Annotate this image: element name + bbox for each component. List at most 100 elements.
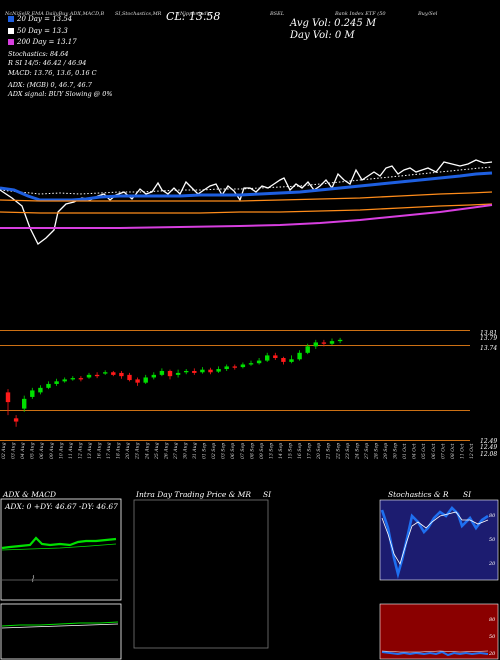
candle-body <box>192 370 197 373</box>
ema20-line <box>0 171 493 202</box>
date-tick-label: 15 Sep <box>288 443 294 459</box>
date-tick-label: 29 Sep <box>383 443 389 460</box>
date-tick-label: 07 Sep <box>240 443 246 459</box>
date-tick-label: 17 Sep <box>307 443 313 459</box>
adx-signal: ADX signal: BUY Slowing @ 0% <box>8 90 113 98</box>
candle-body <box>78 378 84 380</box>
intraday-panel-si: SI <box>263 490 272 499</box>
candle-body <box>159 370 165 375</box>
candle-body <box>305 346 310 353</box>
candle-body <box>184 370 189 373</box>
date-tick-label: 21 Sep <box>326 443 332 460</box>
rsi-tick-80: 80 <box>489 617 496 623</box>
candle-body <box>329 341 335 344</box>
date-tick-label: 11 Aug <box>68 442 74 459</box>
candle-body <box>94 374 100 377</box>
date-tick-label: 24 Sep <box>354 443 360 460</box>
date-tick-label: 18 Aug <box>116 442 122 459</box>
date-tick-label: 14 Sep <box>278 443 284 459</box>
adx-panel-readout: ADX: 0 +DY: 46.67 -DY: 46.67 <box>4 502 118 511</box>
date-tick-label: 23 Sep <box>345 443 351 460</box>
stoch-panel-title: Stochastics & R <box>388 490 449 499</box>
date-tick-label: 17 Aug <box>106 442 112 459</box>
legend-ema20: 20 Day = 13.54 <box>8 15 72 23</box>
stoch-tick-50: 50 <box>489 537 496 543</box>
date-tick-label: 01 Sep <box>202 443 208 459</box>
stochastics-d-line <box>381 511 489 565</box>
macd-signal-line <box>1 623 119 629</box>
header-item: SI,Stochastics,MR <box>115 11 162 17</box>
lower-panels: ADX: 0 +DY: 46.67 -DY: 46.67 ⌇ 80 50 20 … <box>0 498 499 660</box>
date-tick-label: 27 Sep <box>364 443 370 460</box>
adx-zigzag: ⌇ <box>30 574 35 585</box>
day-volume: Day Vol: 0 M <box>290 30 355 41</box>
date-tick-label: 01 Oct <box>402 443 408 459</box>
stoch-tick-20: 20 <box>488 561 496 567</box>
orange-ma-line-2 <box>0 203 493 214</box>
candle-body <box>175 372 181 375</box>
date-tick-label: 22 Sep <box>335 443 341 460</box>
date-tick-label: 16 Sep <box>297 443 303 459</box>
candle-body <box>38 387 43 393</box>
date-tick-label: 06 Oct <box>431 443 437 459</box>
legend-swatch <box>8 39 14 45</box>
close-price: CL: 13.58 <box>166 10 221 23</box>
candle-body <box>22 398 27 409</box>
date-tick-label: 08 Sep <box>249 443 255 459</box>
candle-body <box>289 359 294 362</box>
stochastics-value: Stochastics: 84.64 <box>8 50 69 58</box>
date-tick-label: 13 Sep <box>268 443 274 459</box>
candle-body <box>273 355 278 358</box>
price-label-current: 13.74 <box>480 345 498 352</box>
price-label-low1: 12.49 <box>480 438 498 445</box>
candle-chart-frame-top <box>0 330 470 331</box>
candle-body <box>248 363 254 365</box>
price-label-top: 13.81 <box>480 330 498 337</box>
legend-label: 20 Day = 13.54 <box>17 15 73 23</box>
rsi-tick-50: 50 <box>489 634 496 640</box>
macd-line <box>1 621 119 627</box>
header-item: BSEL <box>270 11 285 17</box>
ma50-line <box>0 159 493 245</box>
date-tick-label: 16 Aug <box>97 442 103 459</box>
candle-body <box>281 358 286 362</box>
date-tick-label: 30 Aug <box>182 442 188 459</box>
candle-body <box>265 355 270 361</box>
candle-body <box>240 364 246 368</box>
candle-body <box>46 383 51 388</box>
date-tick-label: 09 Sep <box>259 443 265 459</box>
candle-body <box>54 381 59 384</box>
intraday-panel <box>133 499 269 649</box>
candle-body <box>216 369 221 372</box>
candle-body <box>86 374 92 378</box>
date-tick-label: 27 Aug <box>173 442 179 460</box>
date-tick-label: 02 Aug <box>1 442 7 459</box>
candle-body <box>13 418 19 422</box>
candle-chart-line-low <box>0 440 470 441</box>
date-tick-label: 08 Oct <box>450 443 456 459</box>
adx-plus-di-line <box>1 536 117 550</box>
rsi-tick-20: 20 <box>488 651 496 657</box>
ma-overview-chart <box>0 159 493 245</box>
header-item: (Nipponindia <box>178 11 212 17</box>
date-tick-label: 24 Aug <box>144 442 150 460</box>
date-tick-label: 20 Aug <box>125 442 131 460</box>
date-tick-label: 03 Sep <box>221 443 227 459</box>
date-tick-label: 30 Sep <box>393 443 399 459</box>
candle-body <box>321 342 327 344</box>
candle-body <box>167 370 173 377</box>
legend-label: 200 Day = 13.17 <box>17 38 77 46</box>
legend-label: 50 Day = 13.3 <box>17 27 68 35</box>
candle-body <box>208 369 213 373</box>
orange-ma-line <box>0 191 493 202</box>
candle-body <box>297 352 302 360</box>
rsi-value: R SI 14/5: 46.42 / 46.94 <box>8 59 87 67</box>
date-tick-label: 28 Sep <box>373 443 379 460</box>
candle-body <box>200 369 205 373</box>
price-label-low3: 12.08 <box>480 451 498 458</box>
intraday-panel-title: Intra Day Trading Price & MR <box>136 490 252 499</box>
stoch-panel-si: SI <box>463 490 472 499</box>
candle-body <box>62 379 67 382</box>
date-tick-label: 13 Aug <box>87 442 93 459</box>
candle-body <box>151 374 156 378</box>
